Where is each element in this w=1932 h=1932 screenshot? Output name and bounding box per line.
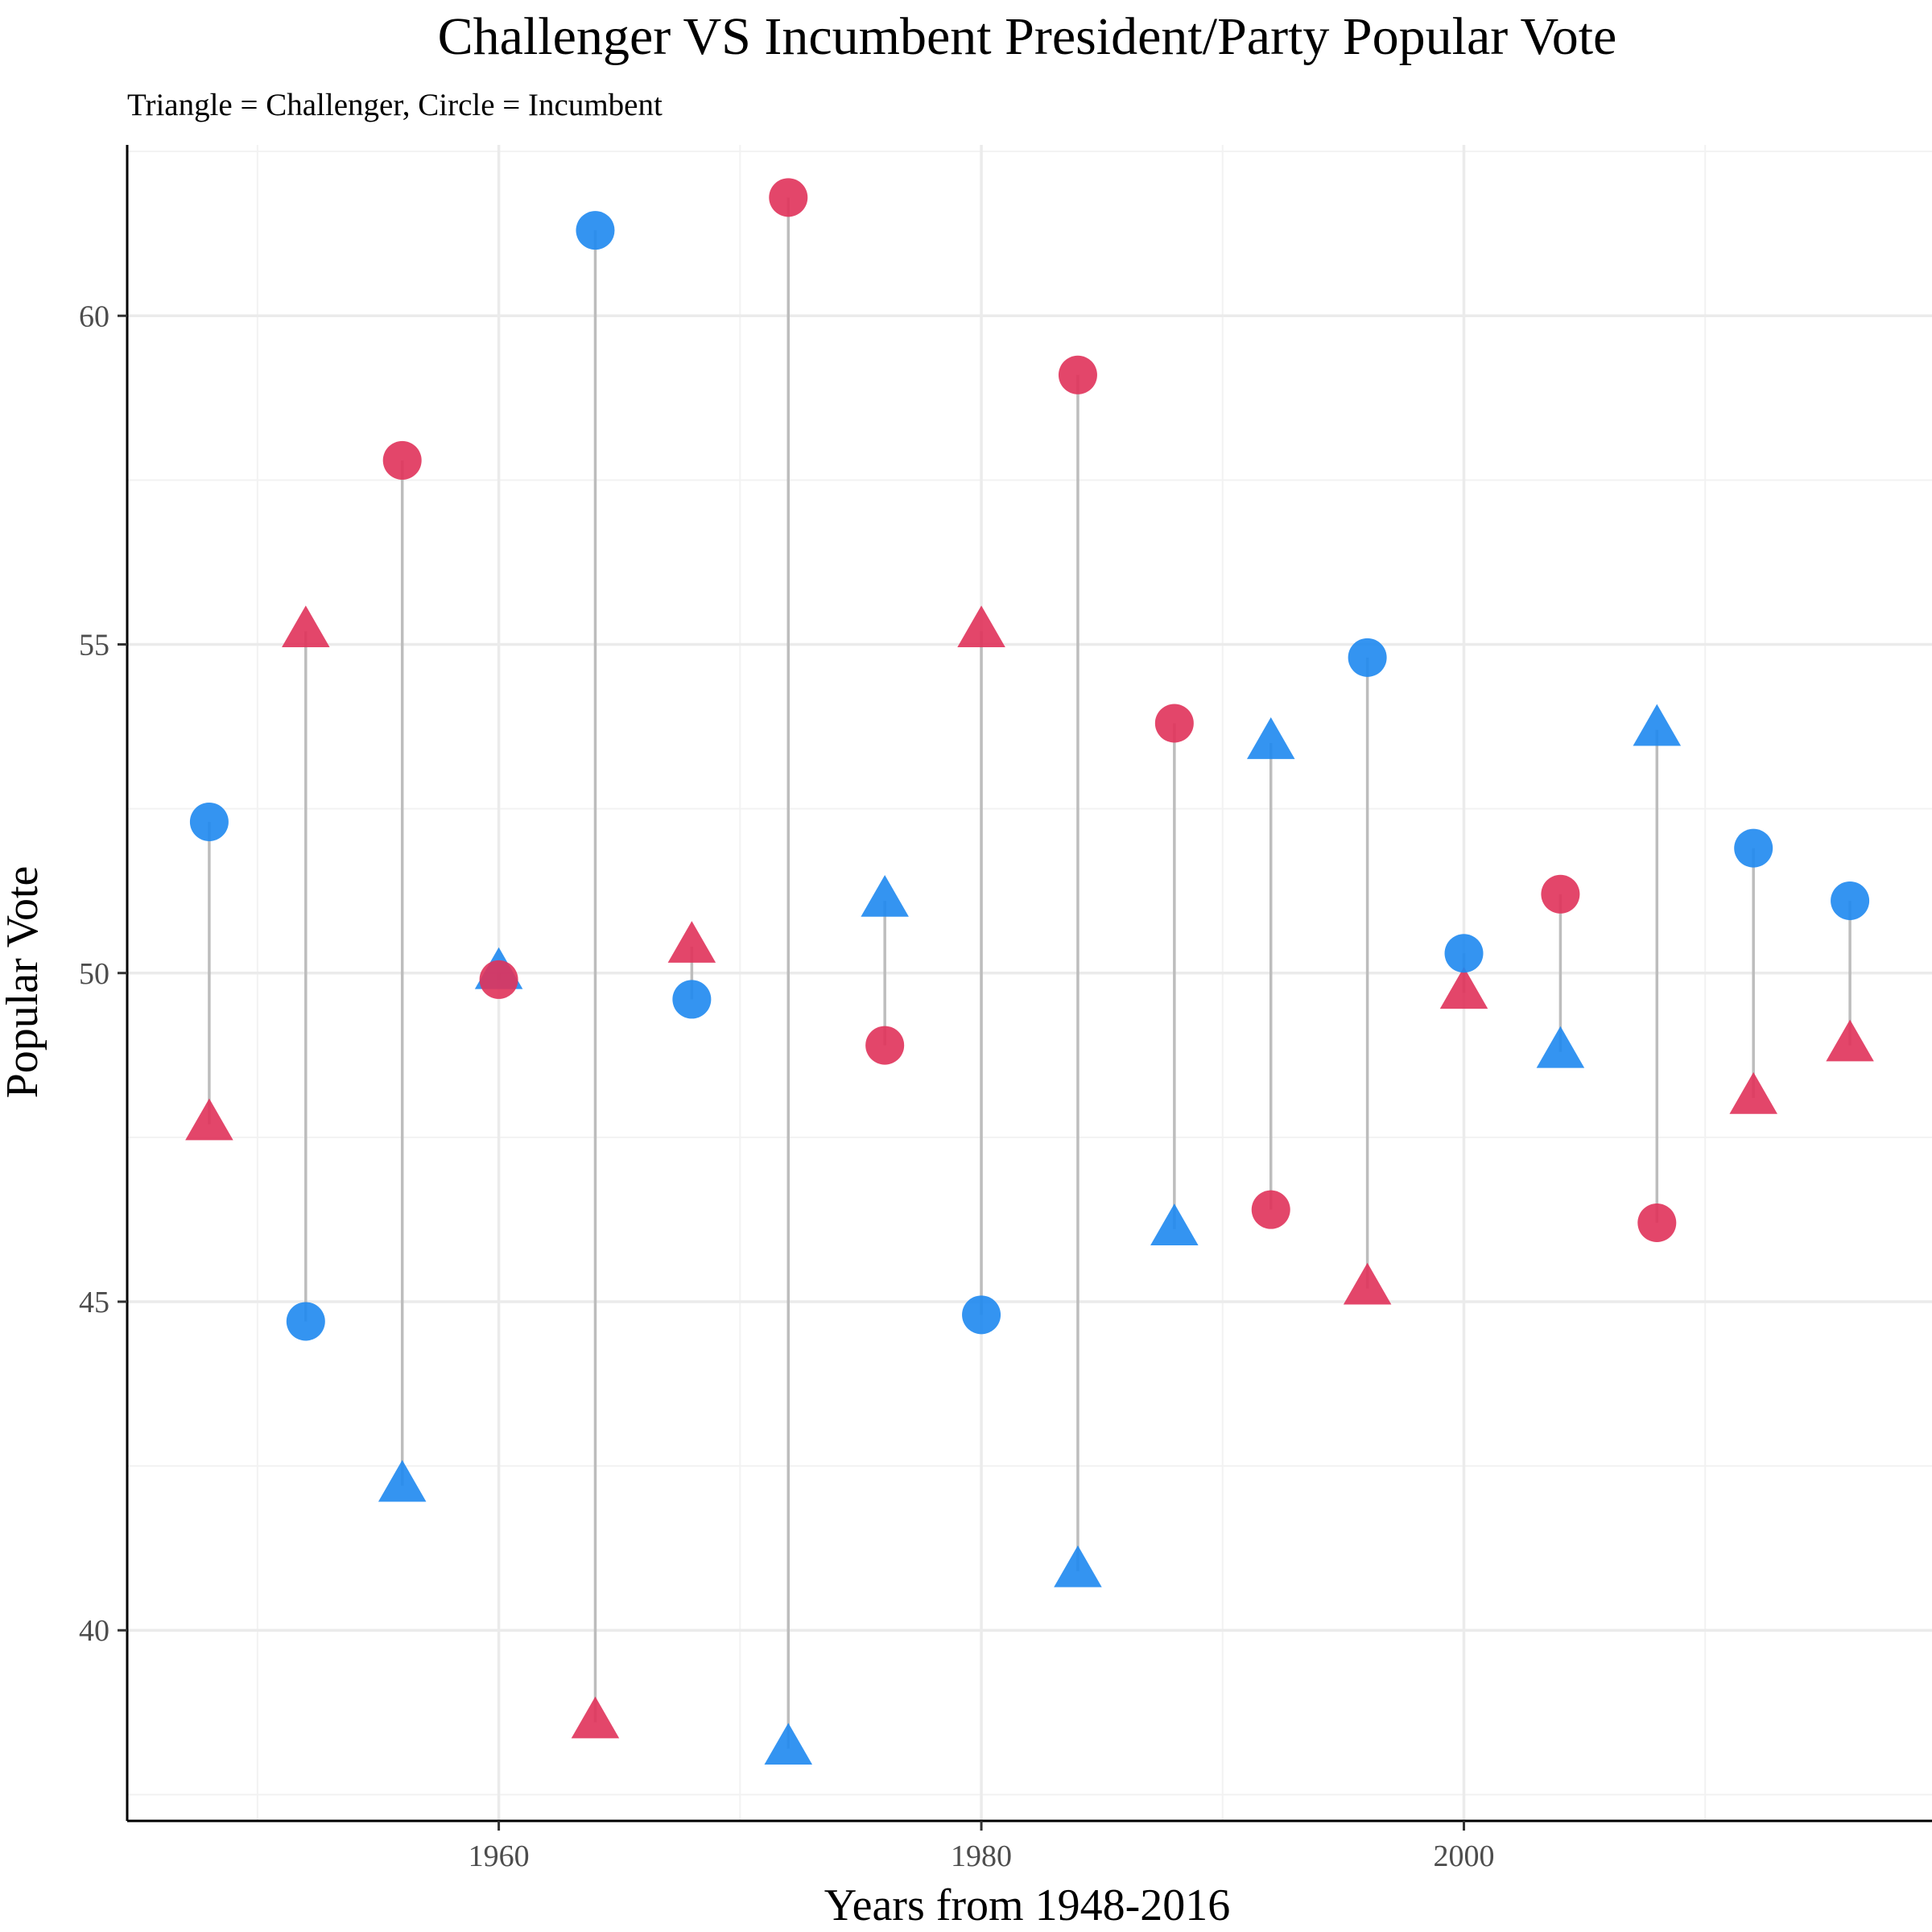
challenger-triangle <box>667 921 716 963</box>
incumbent-circle <box>672 980 712 1019</box>
incumbent-circle <box>189 802 229 841</box>
incumbent-circle <box>576 211 615 250</box>
incumbent-circle <box>1444 934 1484 973</box>
challenger-triangle <box>1343 1262 1392 1305</box>
challenger-triangle <box>1246 716 1295 759</box>
grid <box>127 145 1932 1821</box>
incumbent-circle <box>479 960 518 999</box>
incumbent-circle <box>1541 874 1580 914</box>
challenger-triangle <box>957 605 1005 648</box>
axes: 40 45 50 55 60 1960 1980 2000 <box>79 145 1932 1873</box>
incumbent-circle <box>1154 704 1194 743</box>
incumbent-circle <box>1637 1203 1677 1243</box>
connector-segments <box>208 197 1852 1749</box>
incumbent-circle <box>1734 828 1773 868</box>
challenger-triangle <box>1729 1071 1777 1114</box>
data-points <box>185 178 1874 1765</box>
incumbent-circle <box>962 1295 1001 1335</box>
incumbent-circle <box>1058 355 1097 394</box>
chart-title: Challenger VS Incumbent President/Party … <box>438 7 1617 66</box>
x-axis-title: Years from 1948-2016 <box>824 1880 1231 1930</box>
incumbent-circle <box>865 1026 905 1065</box>
challenger-triangle <box>185 1098 233 1141</box>
x-tick-label: 1980 <box>951 1839 1012 1873</box>
x-tick-label: 2000 <box>1434 1839 1495 1873</box>
y-tick-label: 50 <box>79 957 109 991</box>
challenger-triangle <box>1439 967 1488 1009</box>
challenger-triangle <box>1633 704 1682 746</box>
y-axis-title: Popular Vote <box>0 866 47 1099</box>
incumbent-circle <box>286 1302 325 1341</box>
incumbent-circle <box>769 178 808 217</box>
incumbent-circle <box>1831 881 1870 920</box>
y-tick-label: 40 <box>79 1614 109 1648</box>
challenger-triangle <box>1536 1026 1585 1068</box>
challenger-triangle <box>282 605 330 648</box>
challenger-triangle <box>1054 1545 1102 1587</box>
y-tick-label: 45 <box>79 1286 109 1319</box>
y-tick-label: 55 <box>79 629 109 663</box>
challenger-triangle <box>571 1696 620 1739</box>
incumbent-circle <box>1251 1190 1290 1229</box>
incumbent-circle <box>382 440 422 480</box>
challenger-triangle <box>1826 1019 1874 1062</box>
incumbent-circle <box>1348 638 1387 677</box>
chart-subtitle: Triangle = Challenger, Circle = Incumben… <box>127 88 663 122</box>
x-tick-label: 1960 <box>469 1839 530 1873</box>
challenger-triangle <box>764 1723 813 1765</box>
y-tick-label: 60 <box>79 299 109 333</box>
challenger-triangle <box>378 1459 427 1502</box>
challenger-triangle <box>1150 1203 1199 1246</box>
challenger-triangle <box>861 874 909 917</box>
